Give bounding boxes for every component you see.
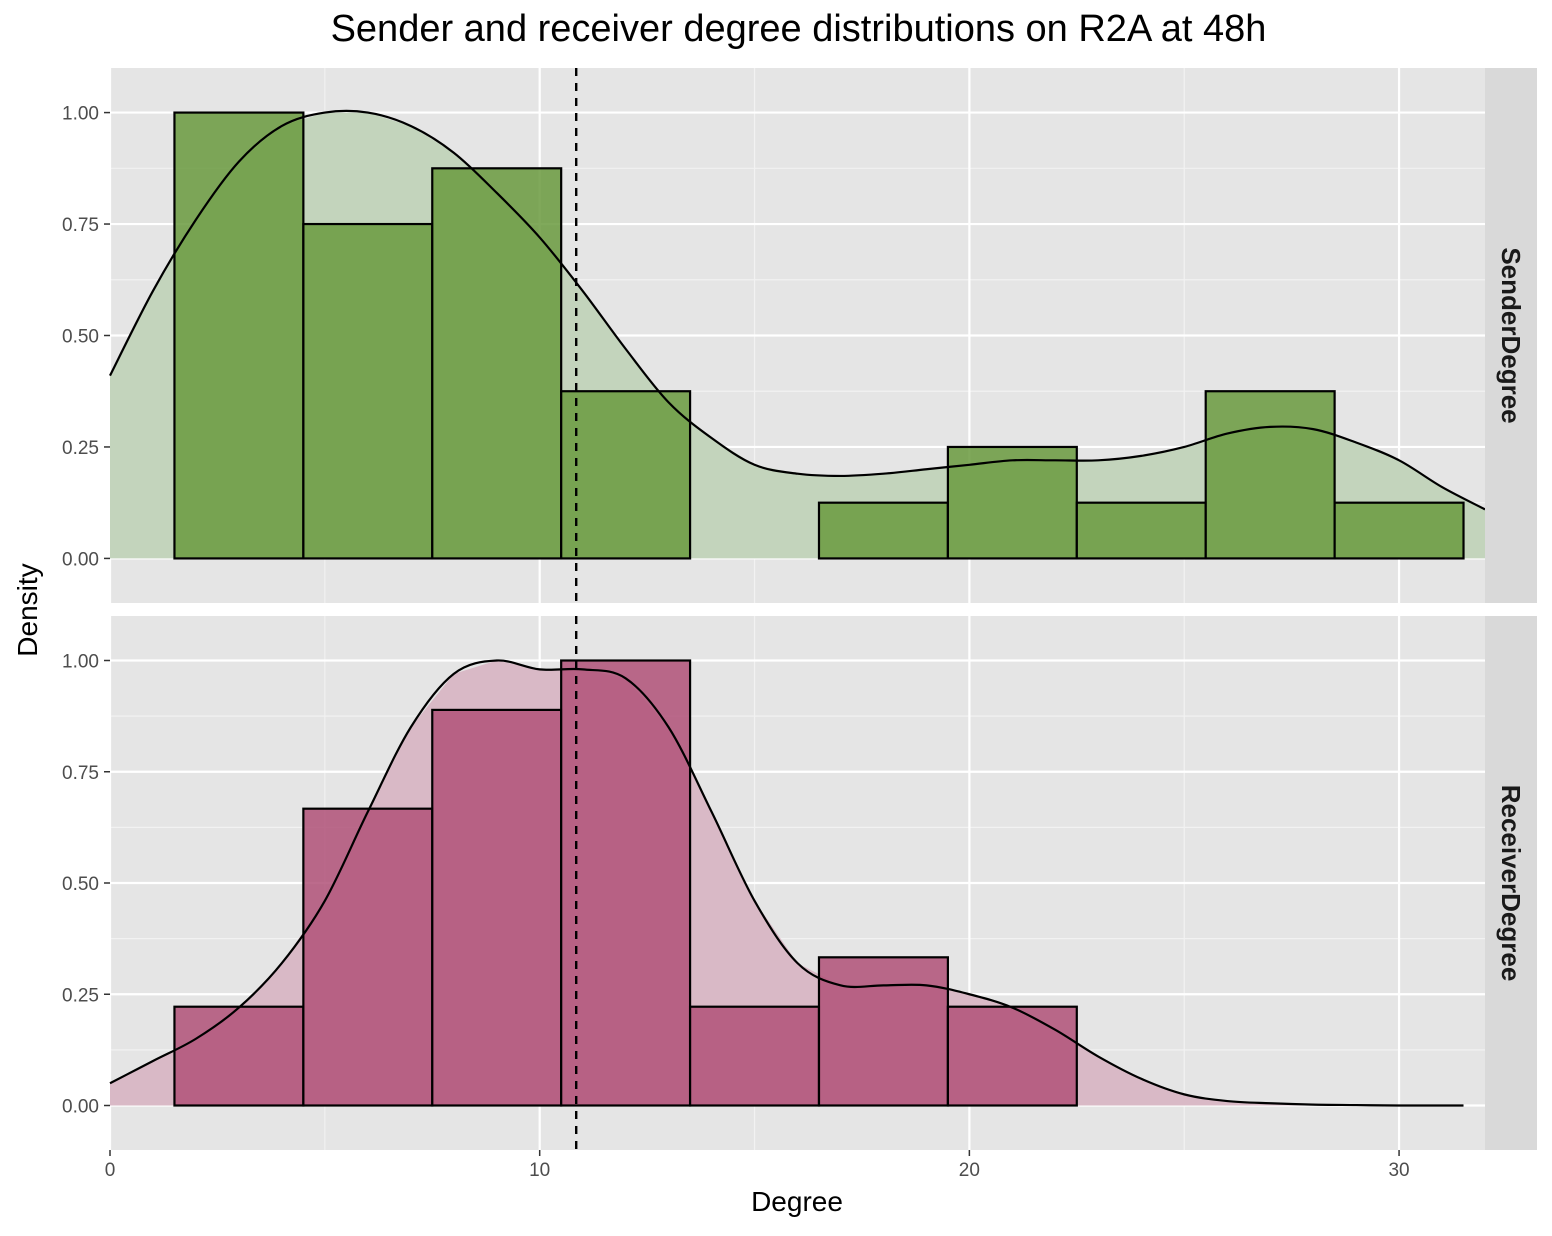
- chart-title: Sender and receiver degree distributions…: [330, 8, 1267, 50]
- facet-strip: [1485, 616, 1537, 1150]
- y-tick-label: 0.00: [62, 1097, 99, 1118]
- histogram-bar: [946, 445, 1078, 560]
- x-axis-label: Degree: [751, 1186, 843, 1217]
- facet-strip-label: SenderDegree: [1496, 247, 1526, 423]
- x-tick-label: 0: [105, 1160, 116, 1181]
- histogram-bar: [560, 659, 692, 1107]
- x-axis: 0 10 20 30: [105, 1150, 1410, 1181]
- histogram-bar: [1333, 501, 1465, 560]
- y-tick-label: 0.00: [62, 549, 99, 570]
- histogram-bar: [1204, 390, 1336, 560]
- y-tick-label: 1.00: [62, 652, 99, 673]
- y-tick-label: 1.00: [62, 104, 99, 125]
- x-tick-label: 20: [959, 1160, 980, 1181]
- y-tick-label: 0.25: [62, 438, 99, 459]
- y-tick-label: 0.50: [62, 327, 99, 348]
- histogram-bar: [431, 708, 563, 1107]
- y-tick-label: 0.50: [62, 874, 99, 895]
- histogram-bar: [817, 501, 949, 560]
- histogram-bar: [946, 1005, 1078, 1107]
- histogram-bar: [817, 956, 949, 1107]
- y-tick-label: 0.25: [62, 985, 99, 1006]
- histogram-bar: [173, 111, 305, 560]
- histogram-bar: [173, 1005, 305, 1107]
- facet-strip-label: ReceiverDegree: [1496, 785, 1526, 982]
- histogram-bar: [688, 1005, 821, 1107]
- histogram-bar: [1075, 501, 1207, 560]
- y-tick-label: 0.75: [62, 763, 99, 784]
- histogram-bar: [302, 807, 434, 1107]
- density-curve: [109, 659, 1464, 1107]
- panel-sender-degree: 0.00 0.25 0.50 0.75 1.00 SenderDegree: [62, 68, 1537, 603]
- panel-receiver-degree: 0.00 0.25 0.50 0.75 1.00 ReceiverDegree: [62, 616, 1537, 1150]
- facet-strip: [1485, 68, 1537, 603]
- density-curve: [109, 109, 1486, 511]
- histogram-bar: [302, 222, 434, 560]
- x-tick-label: 30: [1388, 1160, 1409, 1181]
- y-tick-label: 0.75: [62, 215, 99, 236]
- x-tick-label: 10: [529, 1160, 550, 1181]
- histogram-bar: [560, 390, 692, 560]
- histogram-bar: [431, 167, 563, 560]
